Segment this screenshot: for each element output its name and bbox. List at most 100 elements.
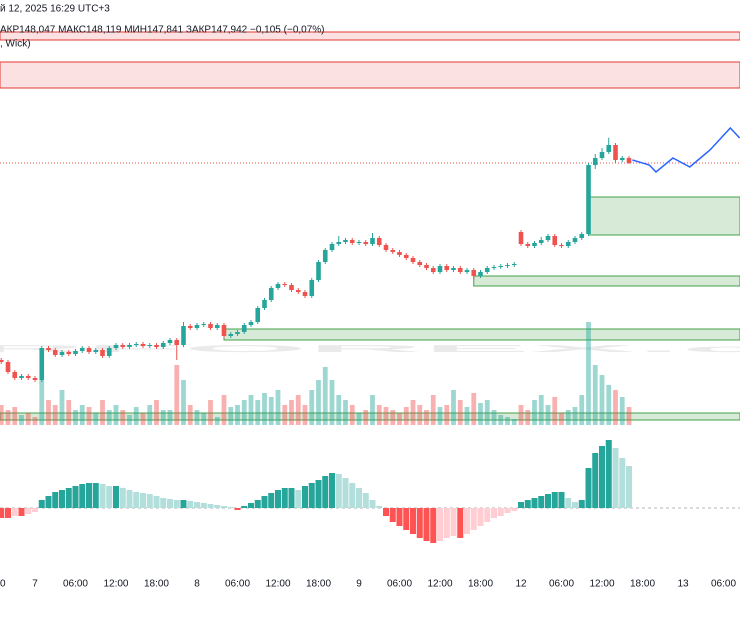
candle-body xyxy=(532,243,537,246)
histogram-bar xyxy=(126,490,133,508)
histogram-bar xyxy=(112,486,119,508)
volume-bar xyxy=(255,400,261,425)
candle-body xyxy=(491,267,497,268)
volume-bar xyxy=(613,390,618,425)
histogram-bar xyxy=(578,500,585,508)
volume-bar xyxy=(100,400,105,425)
candle-body xyxy=(613,145,618,160)
candle-body xyxy=(478,272,483,276)
volume-bar xyxy=(349,405,355,425)
candle-body xyxy=(106,348,112,356)
volume-bar xyxy=(626,407,632,425)
histogram-bar xyxy=(200,503,207,508)
volume-bar xyxy=(498,415,504,425)
volume-bar xyxy=(410,400,416,425)
histogram-bar xyxy=(497,508,504,516)
volume-bar xyxy=(295,395,301,425)
histogram-bar xyxy=(254,500,261,508)
candle-body xyxy=(93,350,99,352)
volume-bar xyxy=(282,405,288,425)
histogram-bar xyxy=(234,508,241,510)
volume-bar xyxy=(147,405,153,425)
histogram-bar xyxy=(281,488,288,508)
candle-body xyxy=(140,344,146,346)
volume-bar xyxy=(390,410,396,425)
histogram-bar xyxy=(52,492,59,508)
x-tick-label: 06:00 xyxy=(549,579,574,590)
candle-body xyxy=(113,345,119,348)
histogram-bar xyxy=(599,446,606,508)
histogram-bar xyxy=(410,508,417,534)
histogram-bar xyxy=(619,458,626,508)
histogram-bar xyxy=(85,483,92,508)
histogram-bar xyxy=(146,494,153,508)
volume-bar xyxy=(46,400,51,425)
candle-body xyxy=(464,270,470,272)
candle-body xyxy=(174,340,180,345)
volume-bar xyxy=(160,410,166,425)
volume-bar xyxy=(619,397,625,425)
candle-body xyxy=(592,158,598,165)
x-tick-label: 8 xyxy=(194,579,200,590)
candle-body xyxy=(619,158,625,160)
x-tick-label: 06:00 xyxy=(225,579,250,590)
histogram-bar xyxy=(335,474,342,508)
histogram-bar xyxy=(551,492,558,508)
candle-body xyxy=(268,288,274,300)
volume-bar xyxy=(316,380,321,425)
volume-bar xyxy=(289,400,294,425)
histogram-bar xyxy=(477,508,484,526)
volume-bar xyxy=(424,410,429,425)
x-tick-label: 12:00 xyxy=(427,579,452,590)
candle-body xyxy=(390,250,396,252)
histogram-bar xyxy=(173,500,180,508)
histogram-bar xyxy=(160,498,167,508)
volume-bar xyxy=(140,413,146,425)
histogram-bar xyxy=(31,508,38,512)
candle-body xyxy=(437,266,443,272)
volume-bar xyxy=(322,367,328,425)
histogram-bar xyxy=(416,508,423,538)
candle-body xyxy=(295,290,301,292)
histogram-bar xyxy=(193,502,200,508)
candle-body xyxy=(363,242,369,244)
candle-body xyxy=(214,325,220,328)
volume-bar xyxy=(12,407,18,425)
volume-bar xyxy=(86,407,92,425)
volume-bar xyxy=(592,365,598,425)
candle-body xyxy=(181,326,186,345)
histogram-bar xyxy=(572,502,579,508)
volume-bar xyxy=(113,405,119,425)
histogram-bar xyxy=(342,478,349,508)
volume-bar xyxy=(430,395,436,425)
histogram-bar xyxy=(464,508,471,534)
histogram-bar xyxy=(315,480,322,508)
volume-bar xyxy=(572,407,578,425)
volume-bar xyxy=(39,380,45,425)
zone xyxy=(223,328,740,341)
histogram-bar xyxy=(214,505,221,508)
candle-body xyxy=(457,268,463,272)
candle-body xyxy=(5,362,11,372)
histogram-bar xyxy=(119,488,126,508)
candle-body xyxy=(39,348,45,380)
histogram-bar xyxy=(605,440,612,508)
volume-bar xyxy=(309,390,315,425)
candle-body xyxy=(133,344,139,345)
histogram-bar xyxy=(92,483,99,508)
volume-bar xyxy=(235,405,240,425)
volume-bar xyxy=(478,403,483,425)
histogram-bar xyxy=(11,508,18,516)
histogram-bar xyxy=(450,508,457,536)
volume-bar xyxy=(356,413,362,425)
volume-bar xyxy=(383,407,389,425)
volume-bar xyxy=(599,375,605,425)
candle-body xyxy=(66,352,72,354)
candle-body xyxy=(349,240,355,243)
histogram-bar xyxy=(491,508,498,518)
volume-bar xyxy=(491,410,497,425)
histogram-bar xyxy=(133,492,140,508)
histogram-bar xyxy=(295,490,302,508)
candle-body xyxy=(410,258,416,262)
candle-body xyxy=(228,334,234,336)
